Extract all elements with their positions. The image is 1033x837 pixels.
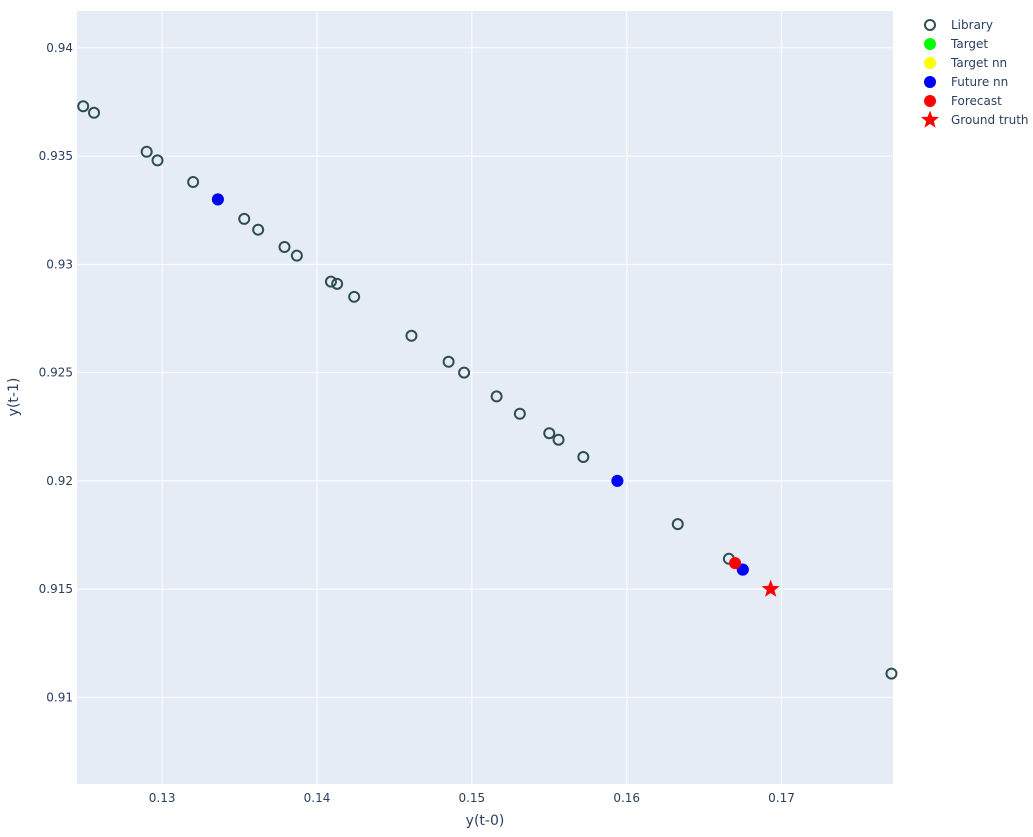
y-tick-label: 0.94 — [46, 41, 73, 55]
x-tick-label: 0.14 — [304, 791, 331, 805]
library-point — [552, 433, 565, 446]
library-point — [513, 407, 526, 420]
library-point — [543, 427, 556, 440]
y-tick-label: 0.91 — [46, 690, 73, 704]
legend-item[interactable]: Library — [924, 18, 993, 32]
library-point — [885, 667, 898, 680]
library-point — [331, 277, 344, 290]
y-tick-label: 0.92 — [46, 474, 73, 488]
ground-truth-point — [761, 579, 780, 597]
legend-label: Library — [951, 18, 993, 32]
library-point — [348, 290, 361, 303]
library-point — [442, 355, 455, 368]
library-point — [490, 390, 503, 403]
y-tick-label: 0.93 — [46, 257, 73, 271]
library-point — [252, 223, 265, 236]
library-point — [671, 518, 684, 531]
y-tick-label: 0.935 — [39, 149, 73, 163]
legend-item[interactable]: Target — [924, 37, 988, 51]
library-point — [278, 241, 291, 254]
legend-label: Forecast — [951, 94, 1002, 108]
library-point — [577, 451, 590, 464]
legend-marker — [924, 57, 936, 69]
series-forecast — [729, 557, 742, 570]
legend-item[interactable]: Future nn — [924, 75, 1008, 89]
library-point — [405, 329, 418, 342]
legend-label: Target nn — [950, 56, 1007, 70]
legend-marker — [924, 95, 936, 107]
legend-label: Target — [950, 37, 988, 51]
y-tick-label: 0.925 — [39, 366, 73, 380]
legend-item[interactable]: Ground truth — [920, 110, 1029, 128]
library-point — [324, 275, 337, 288]
y-tick-label: 0.915 — [39, 582, 73, 596]
x-axis-title: y(t-0) — [466, 813, 505, 829]
y-axis-title: y(t-1) — [6, 378, 22, 417]
library-point — [290, 249, 303, 262]
x-axis-ticks: 0.13 0.14 0.15 0.16 0.17 — [149, 791, 795, 805]
x-tick-label: 0.16 — [613, 791, 640, 805]
future-nn-point — [611, 474, 624, 487]
library-point — [187, 176, 200, 189]
forecast-point — [729, 557, 742, 570]
library-point — [238, 212, 251, 225]
plot-background — [77, 11, 893, 784]
library-point — [458, 366, 471, 379]
legend-marker — [924, 19, 936, 31]
legend-item[interactable]: Target nn — [924, 56, 1007, 70]
data-points — [77, 100, 898, 680]
legend-marker — [924, 38, 936, 50]
library-point — [140, 145, 153, 158]
x-tick-label: 0.13 — [149, 791, 176, 805]
legend-marker — [920, 110, 940, 128]
legend-item[interactable]: Forecast — [924, 94, 1002, 108]
grid — [77, 11, 893, 784]
x-tick-label: 0.17 — [768, 791, 795, 805]
legend-label: Ground truth — [951, 113, 1029, 127]
legend[interactable]: Library Target Target nn Future nn Forecast G… — [920, 18, 1029, 128]
library-point — [77, 100, 90, 113]
future-nn-point — [211, 193, 224, 206]
y-axis-ticks: 0.91 0.915 0.92 0.925 0.93 0.935 0.94 — [39, 41, 73, 705]
legend-label: Future nn — [951, 75, 1008, 89]
library-point — [88, 106, 101, 119]
x-tick-label: 0.15 — [458, 791, 485, 805]
series-ground-truth — [761, 579, 780, 597]
legend-marker — [924, 76, 936, 88]
library-point — [151, 154, 164, 167]
